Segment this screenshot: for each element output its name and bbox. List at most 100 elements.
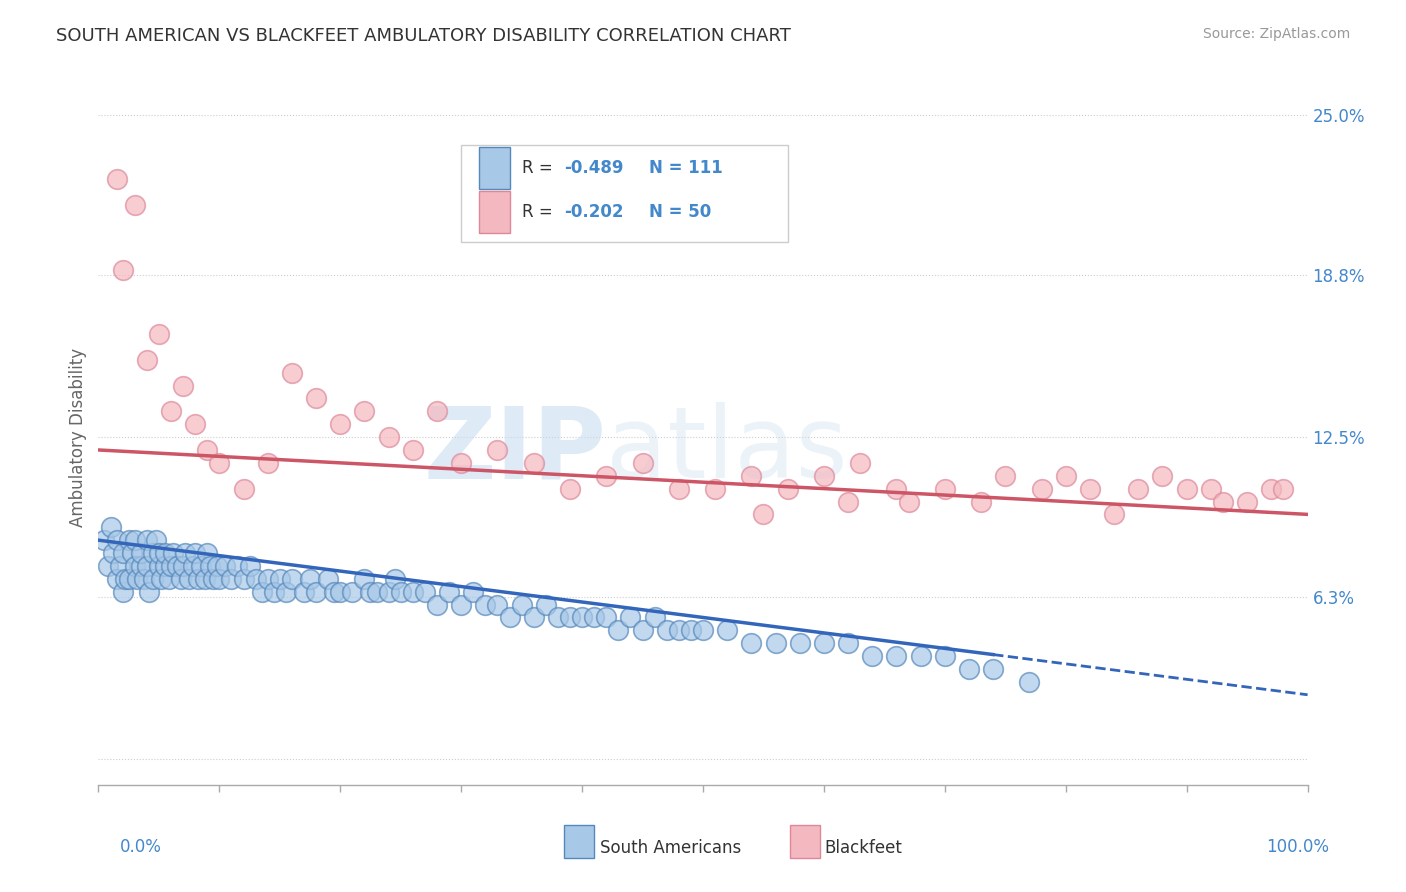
Point (704, 482, 727, 496)
Point (153, 546, 176, 560)
Point (169, 572, 191, 586)
Point (377, 584, 399, 599)
Point (1199, 482, 1222, 496)
Point (232, 482, 254, 496)
Point (148, 546, 170, 560)
Bar (790, 824, 820, 858)
Point (523, 610, 546, 624)
Text: R =: R = (522, 202, 558, 220)
Point (142, 546, 165, 560)
Point (813, 636, 835, 650)
Point (413, 584, 436, 599)
FancyBboxPatch shape (461, 145, 787, 243)
Point (463, 584, 485, 599)
Point (595, 610, 617, 624)
Point (181, 558, 204, 573)
Point (135, 533, 157, 548)
Point (93, 533, 115, 548)
Point (150, 572, 173, 586)
Point (111, 546, 134, 560)
Text: N = 50: N = 50 (648, 202, 711, 220)
Point (121, 546, 143, 560)
Bar (564, 824, 595, 858)
Point (142, 572, 165, 586)
Text: South Americans: South Americans (600, 838, 741, 856)
Point (1175, 482, 1198, 496)
Point (97, 558, 120, 573)
Point (860, 649, 883, 664)
Point (221, 572, 243, 586)
Text: -0.489: -0.489 (564, 159, 623, 177)
Point (184, 546, 207, 560)
Point (740, 468, 762, 483)
Point (389, 584, 412, 599)
Point (195, 442, 218, 457)
Point (135, 352, 157, 367)
Text: ZIP: ZIP (423, 402, 606, 500)
Point (740, 636, 762, 650)
Point (897, 494, 920, 508)
Y-axis label: Ambulatory Disability: Ambulatory Disability (69, 348, 87, 526)
Point (160, 558, 183, 573)
Point (384, 572, 406, 586)
Point (595, 468, 617, 483)
Point (474, 598, 496, 612)
Point (226, 558, 249, 573)
Point (162, 546, 184, 560)
Text: SOUTH AMERICAN VS BLACKFEET AMBULATORY DISABILITY CORRELATION CHART: SOUTH AMERICAN VS BLACKFEET AMBULATORY D… (56, 27, 792, 45)
Point (668, 482, 690, 496)
Point (558, 610, 581, 624)
Point (342, 584, 364, 599)
Point (184, 417, 207, 432)
Point (214, 558, 236, 573)
Point (105, 533, 128, 548)
Point (631, 456, 654, 470)
Point (305, 584, 328, 599)
Point (558, 482, 581, 496)
Point (329, 584, 352, 599)
Point (263, 584, 285, 599)
Point (124, 198, 146, 212)
Point (450, 598, 472, 612)
Point (316, 572, 339, 586)
Point (118, 533, 141, 548)
Point (160, 404, 183, 418)
Point (1018, 674, 1040, 689)
Point (1102, 508, 1125, 522)
Bar (479, 147, 509, 189)
Point (114, 572, 136, 586)
Point (129, 558, 152, 573)
Text: 0.0%: 0.0% (120, 838, 162, 856)
Point (957, 662, 980, 676)
Point (157, 572, 180, 586)
Point (256, 572, 278, 586)
Point (910, 649, 932, 664)
Point (111, 262, 134, 277)
Point (292, 584, 315, 599)
Point (172, 378, 194, 392)
Point (111, 584, 134, 599)
Text: 100.0%: 100.0% (1265, 838, 1329, 856)
Point (245, 572, 267, 586)
Point (166, 558, 188, 573)
Text: R =: R = (522, 159, 558, 177)
Point (366, 584, 388, 599)
Point (679, 624, 702, 638)
Point (1212, 494, 1234, 508)
Point (644, 610, 666, 624)
Point (692, 624, 714, 638)
Point (105, 172, 128, 186)
Point (205, 558, 228, 573)
Point (426, 404, 449, 418)
Point (886, 649, 908, 664)
Point (250, 584, 273, 599)
Text: -0.202: -0.202 (564, 202, 623, 220)
Point (571, 610, 593, 624)
Point (752, 508, 775, 522)
Point (145, 533, 167, 548)
Point (274, 584, 297, 599)
Point (329, 417, 352, 432)
Point (190, 558, 212, 573)
Point (994, 468, 1017, 483)
Point (360, 584, 382, 599)
